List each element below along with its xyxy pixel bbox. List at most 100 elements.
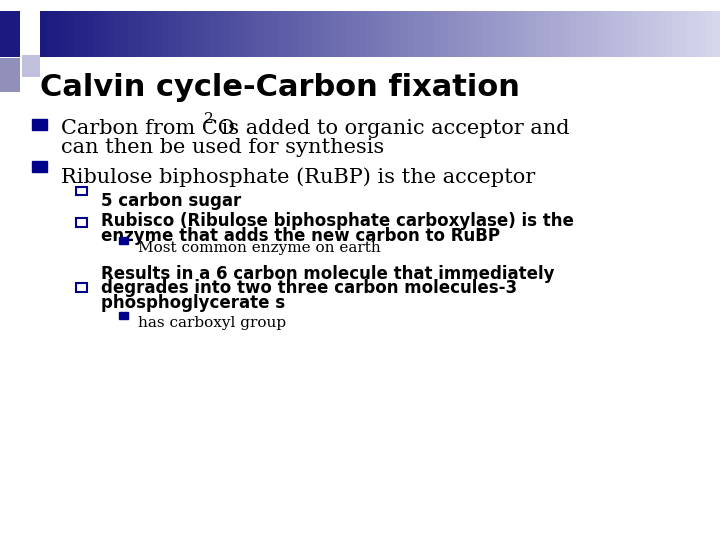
Bar xyxy=(0,58,20,92)
Bar xyxy=(32,119,47,130)
Bar xyxy=(305,11,313,57)
Bar xyxy=(325,11,333,57)
Bar xyxy=(454,11,463,57)
Text: Carbon from CO: Carbon from CO xyxy=(61,119,235,138)
Bar xyxy=(32,161,47,172)
Bar xyxy=(257,11,266,57)
Bar xyxy=(652,11,660,57)
Bar xyxy=(53,11,61,57)
Bar xyxy=(564,11,572,57)
Bar xyxy=(318,11,327,57)
Bar xyxy=(76,283,87,292)
Bar xyxy=(0,11,20,57)
Bar xyxy=(672,11,680,57)
Bar xyxy=(40,11,48,57)
Text: enzyme that adds the new carbon to RuBP: enzyme that adds the new carbon to RuBP xyxy=(101,227,500,245)
Bar xyxy=(237,11,245,57)
Bar xyxy=(468,11,477,57)
Bar xyxy=(128,11,136,57)
Bar xyxy=(217,11,225,57)
Bar xyxy=(169,11,177,57)
Bar xyxy=(407,11,415,57)
Text: can then be used for synthesis: can then be used for synthesis xyxy=(61,138,384,157)
Bar xyxy=(223,11,232,57)
Bar xyxy=(420,11,429,57)
Bar xyxy=(230,11,238,57)
Bar xyxy=(584,11,592,57)
Bar xyxy=(101,11,109,57)
Bar xyxy=(162,11,171,57)
Text: is added to organic acceptor and: is added to organic acceptor and xyxy=(215,119,569,138)
Bar xyxy=(148,11,157,57)
Bar xyxy=(631,11,640,57)
Bar xyxy=(659,11,667,57)
Bar xyxy=(332,11,341,57)
Bar xyxy=(714,11,720,57)
Bar xyxy=(76,218,87,227)
Bar xyxy=(46,11,55,57)
Bar xyxy=(414,11,422,57)
Bar xyxy=(550,11,558,57)
Text: degrades into two three carbon molecules-3: degrades into two three carbon molecules… xyxy=(101,279,517,297)
Text: phosphoglycerate s: phosphoglycerate s xyxy=(101,294,285,312)
Bar xyxy=(380,11,388,57)
Bar xyxy=(94,11,102,57)
Bar xyxy=(645,11,654,57)
Bar xyxy=(462,11,469,57)
Bar xyxy=(243,11,252,57)
Bar xyxy=(577,11,585,57)
Bar xyxy=(189,11,197,57)
Bar xyxy=(700,11,708,57)
Bar xyxy=(400,11,408,57)
Bar xyxy=(373,11,382,57)
Bar xyxy=(686,11,694,57)
Bar xyxy=(142,11,150,57)
Bar xyxy=(203,11,211,57)
Bar xyxy=(536,11,544,57)
Bar xyxy=(121,11,130,57)
Bar xyxy=(523,11,531,57)
Text: 5 carbon sugar: 5 carbon sugar xyxy=(101,192,241,210)
Bar xyxy=(346,11,354,57)
Bar xyxy=(196,11,204,57)
Text: Calvin cycle-Carbon fixation: Calvin cycle-Carbon fixation xyxy=(40,73,519,102)
Text: Ribulose biphosphate (RuBP) is the acceptor: Ribulose biphosphate (RuBP) is the accep… xyxy=(61,167,536,187)
Bar xyxy=(448,11,456,57)
Bar xyxy=(598,11,606,57)
Bar xyxy=(516,11,524,57)
Bar xyxy=(292,11,300,57)
Text: Results in a 6 carbon molecule that immediately: Results in a 6 carbon molecule that imme… xyxy=(101,265,554,282)
Bar xyxy=(706,11,715,57)
Bar xyxy=(570,11,579,57)
Bar xyxy=(339,11,347,57)
Bar xyxy=(441,11,449,57)
Bar xyxy=(482,11,490,57)
Bar xyxy=(60,11,68,57)
Bar xyxy=(210,11,218,57)
Bar xyxy=(665,11,674,57)
Bar xyxy=(611,11,619,57)
Bar xyxy=(119,312,128,319)
Bar xyxy=(639,11,647,57)
Text: Most common enzyme on earth: Most common enzyme on earth xyxy=(138,241,381,255)
Bar xyxy=(353,11,361,57)
Bar xyxy=(135,11,143,57)
Text: Rubisco (Ribulose biphosphate carboxylase) is the: Rubisco (Ribulose biphosphate carboxylas… xyxy=(101,212,574,230)
Bar xyxy=(108,11,116,57)
Bar xyxy=(119,237,128,244)
Bar xyxy=(182,11,191,57)
Bar xyxy=(529,11,538,57)
Bar xyxy=(393,11,402,57)
Bar xyxy=(156,11,163,57)
Bar xyxy=(176,11,184,57)
Bar xyxy=(67,11,75,57)
Bar xyxy=(264,11,272,57)
Bar xyxy=(557,11,565,57)
Bar xyxy=(489,11,497,57)
Bar xyxy=(693,11,701,57)
Bar xyxy=(298,11,307,57)
Bar xyxy=(503,11,510,57)
Bar xyxy=(625,11,633,57)
Bar xyxy=(428,11,436,57)
Bar xyxy=(618,11,626,57)
